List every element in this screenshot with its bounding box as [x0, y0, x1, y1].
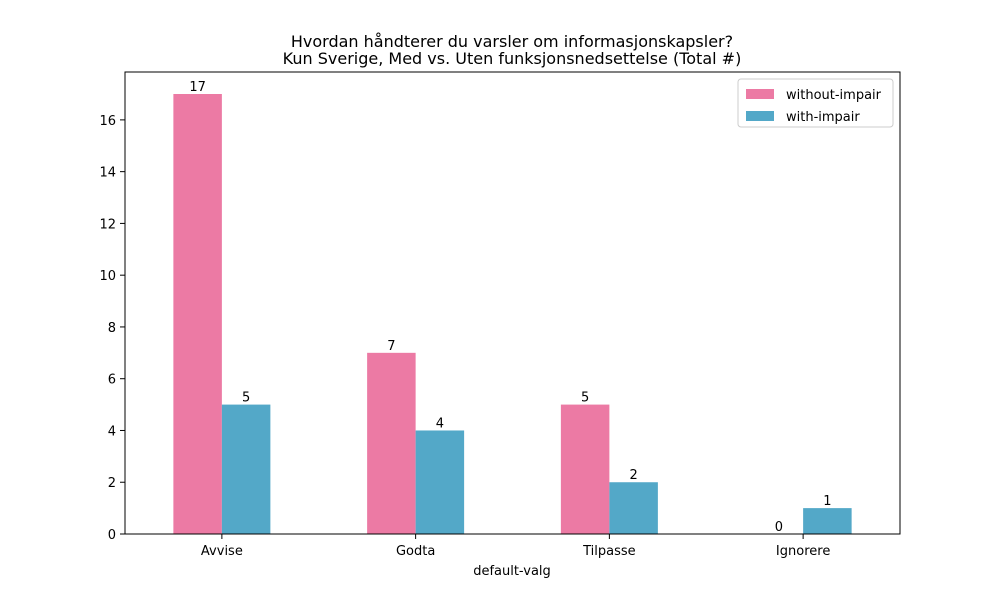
y-axis: 0 2 4 6 8 10 12 14 16	[99, 114, 125, 543]
legend-swatch-without-impair	[746, 89, 774, 99]
legend: without-impair with-impair	[737, 78, 894, 128]
legend-label-with-impair: with-impair	[786, 110, 860, 125]
chart-title: Hvordan håndterer du varsler om informas…	[291, 32, 733, 51]
legend-label-without-impair: without-impair	[786, 88, 882, 103]
bar-with-impair-tilpasse	[609, 482, 658, 534]
y-tick-label: 14	[99, 166, 116, 181]
bar-with-impair-godta	[415, 430, 465, 534]
x-axis-label: default-valg	[473, 564, 551, 579]
y-tick-label: 2	[108, 476, 116, 491]
plot-area-frame	[124, 71, 901, 535]
data-label-with-impair-tilpasse: 2	[629, 468, 637, 483]
data-label-without-impair-ignorere: 0	[775, 520, 783, 535]
y-tick-label: 4	[108, 424, 116, 439]
bar-without-impair-godta	[367, 352, 416, 534]
y-tick-label: 12	[99, 217, 116, 232]
bars-layer	[173, 94, 852, 534]
x-axis: Avvise Godta Tilpasse Ignorere	[201, 534, 830, 559]
data-label-without-impair-tilpasse: 5	[581, 391, 589, 406]
x-tick-label: Tilpasse	[582, 544, 636, 559]
data-label-with-impair-ignorere: 1	[823, 494, 831, 509]
y-tick-label: 8	[108, 321, 116, 336]
data-label-without-impair-avvise: 17	[189, 80, 206, 95]
data-labels-layer: 17 5 7 4 5 2 0 1	[189, 80, 831, 535]
bar-without-impair-avvise	[173, 94, 222, 534]
x-tick-label: Ignorere	[776, 544, 830, 559]
legend-frame	[737, 78, 894, 128]
x-tick-label: Godta	[396, 544, 435, 559]
y-tick-label: 6	[108, 373, 116, 388]
data-label-without-impair-godta: 7	[387, 339, 395, 354]
x-tick-label: Avvise	[201, 544, 243, 559]
legend-swatch-with-impair	[746, 111, 774, 121]
y-tick-label: 16	[99, 114, 116, 129]
data-label-with-impair-godta: 4	[436, 416, 444, 431]
bar-with-impair-ignorere	[803, 508, 852, 534]
chart-subtitle: Kun Sverige, Med vs. Uten funksjonsnedse…	[283, 49, 742, 68]
y-tick-label: 10	[99, 269, 116, 284]
bar-without-impair-tilpasse	[560, 404, 610, 534]
bar-with-impair-avvise	[221, 404, 271, 534]
y-tick-label: 0	[108, 528, 116, 543]
data-label-with-impair-avvise: 5	[242, 391, 250, 406]
